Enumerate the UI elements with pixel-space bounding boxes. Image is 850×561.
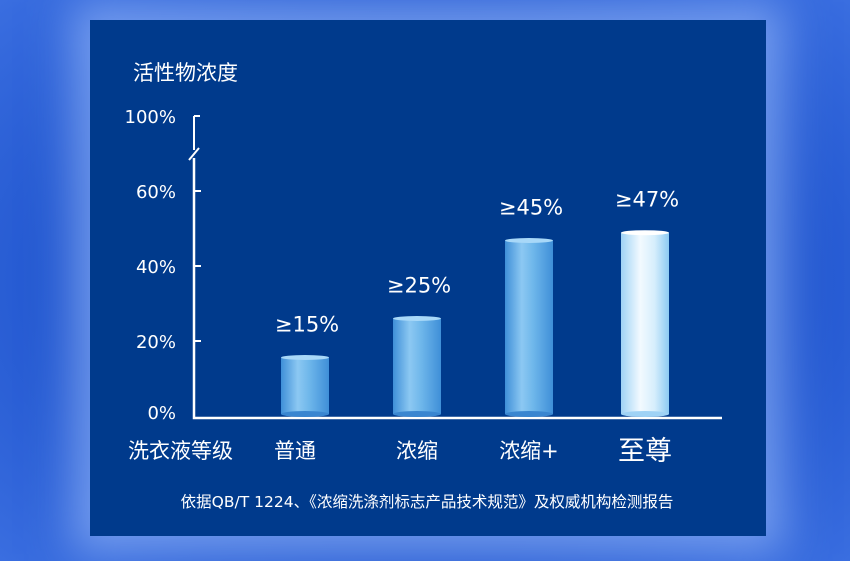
bar <box>505 238 553 417</box>
y-axis-title: 活性物浓度 <box>133 61 238 85</box>
y-axis-line-upper <box>193 115 200 150</box>
data-label: ≥47% <box>615 188 679 212</box>
bar <box>281 355 329 417</box>
axes <box>188 115 722 420</box>
y-tick-label: 0% <box>147 403 176 424</box>
bar-body <box>281 357 329 414</box>
footnote: 依据QB/T 1224、《浓缩洗涤剂标志产品技术规范》及权威机构检测报告 <box>181 493 674 511</box>
y-axis-line-lower <box>192 158 722 420</box>
x-axis-title: 洗衣液等级 <box>128 439 233 463</box>
y-tick-label: 100% <box>125 107 176 128</box>
bar-body <box>505 240 553 414</box>
category-label: 浓缩 <box>396 439 438 463</box>
category-label: 至尊 <box>618 436 672 467</box>
bar-top <box>621 230 669 236</box>
bar-top <box>281 355 329 360</box>
bar-base <box>505 411 553 417</box>
bar <box>621 230 669 417</box>
data-label: ≥25% <box>387 274 451 298</box>
bar-base <box>621 411 669 417</box>
bar-top <box>505 238 553 243</box>
y-tick-label: 40% <box>136 257 176 278</box>
y-tick-label: 60% <box>136 182 176 203</box>
axis-break-mark <box>188 147 200 161</box>
bar <box>393 316 441 417</box>
bar-base <box>281 411 329 417</box>
bar-body <box>393 318 441 414</box>
bar-top <box>393 316 441 321</box>
data-label: ≥45% <box>499 196 563 220</box>
category-label: 普通 <box>274 439 316 463</box>
data-label: ≥15% <box>275 313 339 337</box>
y-tick-label: 20% <box>136 332 176 353</box>
bar-base <box>393 411 441 417</box>
category-label: 浓缩+ <box>499 439 559 463</box>
bar-body <box>621 232 669 414</box>
